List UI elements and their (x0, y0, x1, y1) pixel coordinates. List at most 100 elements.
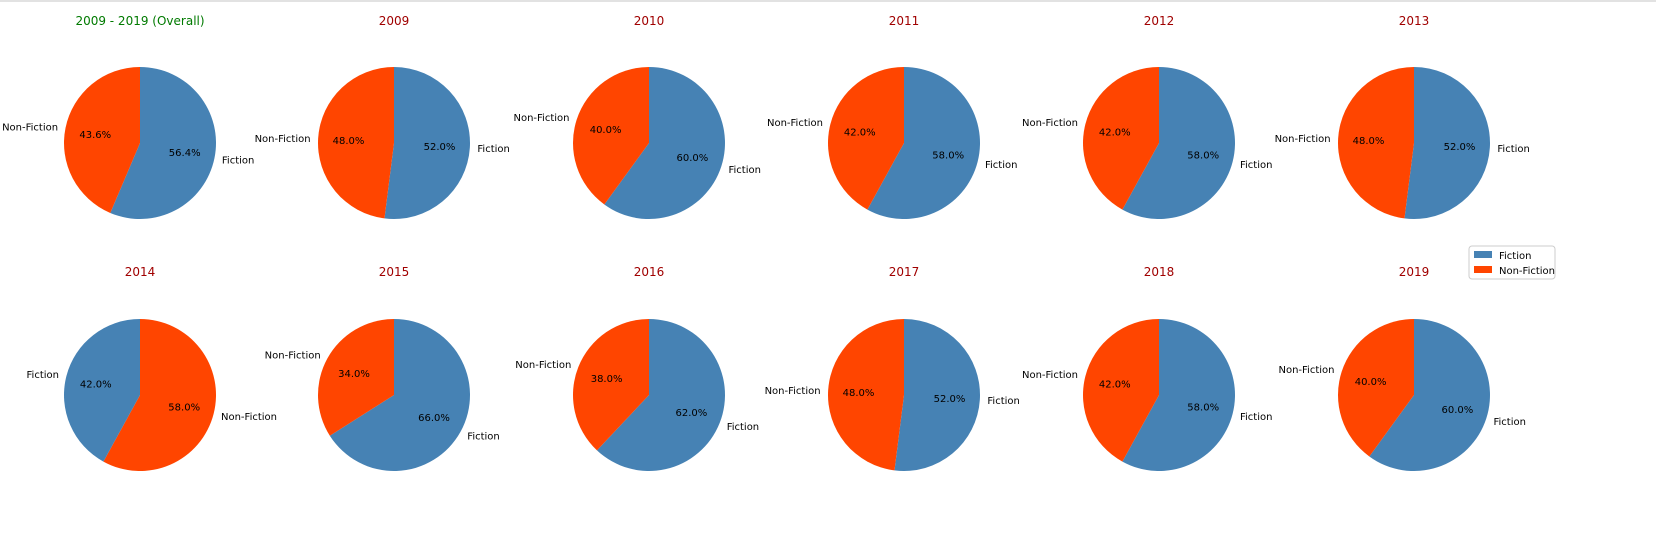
pie-percent-label: 58.0% (1187, 150, 1219, 161)
pie-category-label: Fiction (985, 160, 1017, 171)
top-border (0, 0, 1656, 2)
pie-category-label: Non-Fiction (221, 412, 277, 423)
pie-category-label: Non-Fiction (265, 351, 321, 362)
pie-title: 2009 (379, 14, 410, 28)
pie-percent-label: 48.0% (1353, 136, 1385, 147)
pie-slice-fiction (894, 319, 981, 472)
pie-slice-fiction (384, 67, 471, 219)
pie-category-label: Fiction (477, 144, 509, 155)
pie-category-label: Non-Fiction (1022, 118, 1078, 129)
pie-slice-fiction (1404, 67, 1491, 219)
legend: Fiction Non-Fiction (1468, 245, 1556, 280)
pie-title: 2018 (1144, 265, 1175, 279)
pie-percent-label: 43.6% (79, 130, 111, 141)
pie-title: 2016 (634, 265, 665, 279)
pie-percent-label: 40.0% (590, 125, 622, 136)
pie-title: 2009 - 2019 (Overall) (75, 14, 204, 28)
pie-percent-label: 52.0% (1444, 142, 1476, 153)
pie-slice-fiction (867, 67, 981, 219)
pie-slice-fiction (1122, 319, 1236, 472)
pie-category-label: Non-Fiction (1275, 134, 1331, 145)
pie-slice-fiction (110, 67, 216, 220)
pie-slice-non-fiction (318, 319, 394, 436)
pie-percent-label: 66.0% (418, 413, 450, 424)
pie-category-label: Non-Fiction (255, 134, 311, 145)
pie-slice-non-fiction (1337, 319, 1414, 457)
pie-percent-label: 60.0% (1442, 405, 1474, 416)
pie-title: 2013 (1399, 14, 1430, 28)
pie-chart: 2010 60.0% Fiction 40.0% Non-Fiction (513, 14, 761, 219)
pie-chart: 2012 58.0% Fiction 42.0% Non-Fiction (1022, 14, 1272, 219)
pie-title: 2012 (1144, 14, 1175, 28)
pie-percent-label: 42.0% (80, 380, 112, 391)
pie-slice-non-fiction (318, 67, 394, 219)
pie-percent-label: 56.4% (169, 148, 201, 159)
pie-percent-label: 42.0% (1099, 128, 1131, 139)
pie-slice-non-fiction (572, 319, 649, 451)
pie-category-label: Fiction (987, 396, 1019, 407)
pie-slice-fiction (329, 319, 471, 471)
pie-slice-fiction (64, 319, 140, 462)
pie-category-label: Fiction (467, 431, 499, 442)
pie-chart: 2011 58.0% Fiction 42.0% Non-Fiction (767, 14, 1017, 219)
pie-slice-non-fiction (63, 66, 140, 213)
pie-percent-label: 62.0% (676, 408, 708, 419)
pie-title: 2015 (379, 265, 410, 279)
pie-category-label: Fiction (27, 370, 59, 381)
pie-slice-non-fiction (1338, 67, 1414, 219)
pie-percent-label: 38.0% (591, 374, 623, 385)
pie-title: 2011 (889, 14, 920, 28)
legend-swatch (1474, 266, 1492, 273)
pie-category-label: Fiction (727, 422, 759, 433)
pie-chart: 2009 52.0% Fiction 48.0% Non-Fiction (255, 14, 510, 219)
pie-category-label: Fiction (729, 165, 761, 176)
pie-category-label: Fiction (1494, 417, 1526, 428)
pie-chart: 2009 - 2019 (Overall) 56.4% Fiction 43.6% No… (2, 14, 254, 220)
pie-percent-label: 48.0% (333, 136, 365, 147)
pie-percent-label: 34.0% (338, 369, 370, 380)
pie-category-label: Non-Fiction (767, 118, 823, 129)
pie-percent-label: 40.0% (1355, 377, 1387, 388)
pie-title: 2017 (889, 265, 920, 279)
pie-slice-fiction (1122, 67, 1236, 219)
pie-category-label: Fiction (222, 156, 254, 167)
pie-title: 2019 (1399, 265, 1430, 279)
pie-percent-label: 48.0% (843, 388, 875, 399)
legend-swatch (1474, 251, 1492, 258)
pie-chart: 2013 52.0% Fiction 48.0% Non-Fiction (1275, 14, 1530, 219)
pie-percent-label: 52.0% (934, 394, 966, 405)
pie-slice-non-fiction (103, 319, 217, 471)
pie-category-label: Non-Fiction (1022, 370, 1078, 381)
pie-percent-label: 58.0% (1187, 402, 1219, 413)
pie-slice-non-fiction (828, 319, 904, 471)
pie-category-label: Non-Fiction (2, 122, 58, 133)
pie-percent-label: 42.0% (844, 128, 876, 139)
pie-percent-label: 42.0% (1099, 380, 1131, 391)
pie-chart: 2014 58.0% Non-Fiction 42.0% Fiction (27, 265, 277, 471)
pie-slice-fiction (604, 67, 725, 219)
pie-percent-label: 58.0% (932, 150, 964, 161)
pie-chart: 2018 58.0% Fiction 42.0% Non-Fiction (1022, 265, 1272, 472)
pie-slice-non-fiction (1083, 67, 1159, 210)
pie-chart: 2017 52.0% Fiction 48.0% Non-Fiction (765, 265, 1020, 472)
pie-category-label: Non-Fiction (513, 113, 569, 124)
pie-chart: 2015 66.0% Fiction 34.0% Non-Fiction (265, 265, 500, 471)
pie-slice-non-fiction (828, 67, 904, 210)
pie-title: 2014 (125, 265, 156, 279)
pie-percent-label: 60.0% (677, 153, 709, 164)
pie-slice-non-fiction (572, 67, 649, 205)
pie-category-label: Non-Fiction (515, 360, 571, 371)
pie-chart: 2016 62.0% Fiction 38.0% Non-Fiction (515, 265, 759, 471)
pie-percent-label: 58.0% (168, 402, 200, 413)
pie-slice-non-fiction (1083, 319, 1159, 462)
pie-slice-fiction (596, 319, 725, 471)
pie-category-label: Fiction (1240, 412, 1272, 423)
legend-label: Non-Fiction (1499, 266, 1555, 277)
pie-chart: 2019 60.0% Fiction 40.0% Non-Fiction (1278, 265, 1526, 472)
pie-category-label: Non-Fiction (765, 386, 821, 397)
legend-label: Fiction (1499, 251, 1531, 262)
pie-category-label: Fiction (1240, 160, 1272, 171)
pie-percent-label: 52.0% (424, 142, 456, 153)
pie-category-label: Fiction (1497, 144, 1529, 155)
